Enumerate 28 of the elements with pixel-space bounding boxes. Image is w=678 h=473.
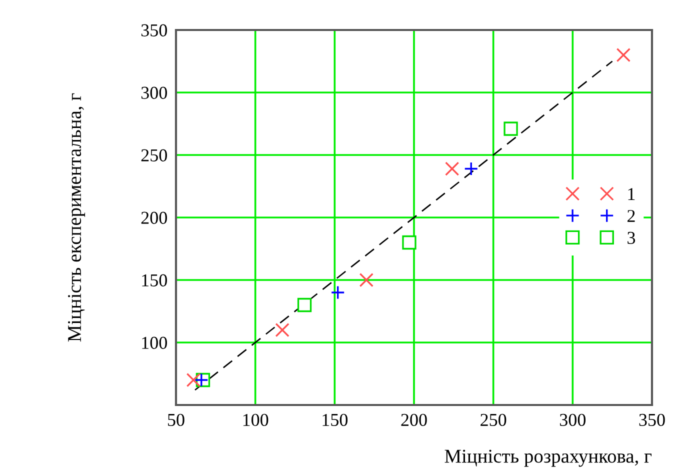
point xyxy=(402,235,416,250)
x-tick-label: 50 xyxy=(168,414,184,426)
x-tick-label: 350 xyxy=(639,414,665,426)
y-tick-label: 300 xyxy=(141,86,167,99)
x-tick-label: 250 xyxy=(480,414,506,426)
y-tick-label: 250 xyxy=(141,149,167,162)
y-axis-title: Міцність експериментальна, г xyxy=(68,93,86,342)
point xyxy=(186,372,201,388)
point xyxy=(359,272,374,288)
point xyxy=(330,285,345,300)
y-tick-label: 200 xyxy=(141,212,167,224)
x-tick-label: 200 xyxy=(401,414,427,426)
point xyxy=(616,48,631,62)
x-tick-label: 100 xyxy=(243,414,268,426)
point xyxy=(464,162,478,176)
x-tick-label: 150 xyxy=(322,414,348,426)
legend-label: 1 xyxy=(628,188,635,200)
point xyxy=(275,322,290,338)
x-tick-label: 300 xyxy=(560,414,586,426)
point xyxy=(297,298,312,312)
y-tick-label: 150 xyxy=(142,274,167,286)
y-tick-label: 100 xyxy=(142,336,167,349)
point xyxy=(444,162,460,176)
x-axis-title: Міцність розрахункова, г xyxy=(444,450,652,467)
point xyxy=(504,122,518,136)
legend-label: 3 xyxy=(628,232,636,244)
legend-label: 2 xyxy=(628,210,635,222)
y-tick-label: 350 xyxy=(141,24,167,36)
